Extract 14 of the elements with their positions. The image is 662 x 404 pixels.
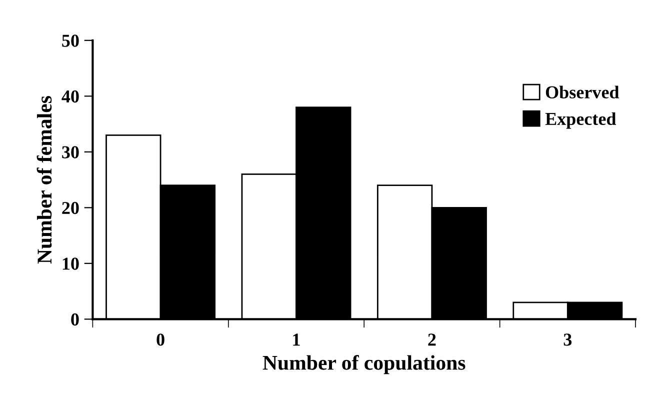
y-tick-label: 10 <box>62 258 79 270</box>
y-axis-title: Number of females <box>36 96 52 264</box>
y-tick-label: 40 <box>62 90 79 103</box>
x-axis-title: Number of copulations <box>262 354 466 374</box>
legend-label: Expected <box>545 112 616 129</box>
x-tick-label: 2 <box>428 334 436 346</box>
y-tick-label: 30 <box>62 146 79 158</box>
y-tick-label: 20 <box>62 202 79 214</box>
x-tick-label: 3 <box>564 334 572 346</box>
x-tick-label: 0 <box>156 334 164 346</box>
legend-label: Observed <box>546 86 620 98</box>
y-tick-label: 50 <box>62 34 79 47</box>
x-tick-label: 1 <box>293 334 300 346</box>
y-tick-label: 0 <box>71 313 79 326</box>
